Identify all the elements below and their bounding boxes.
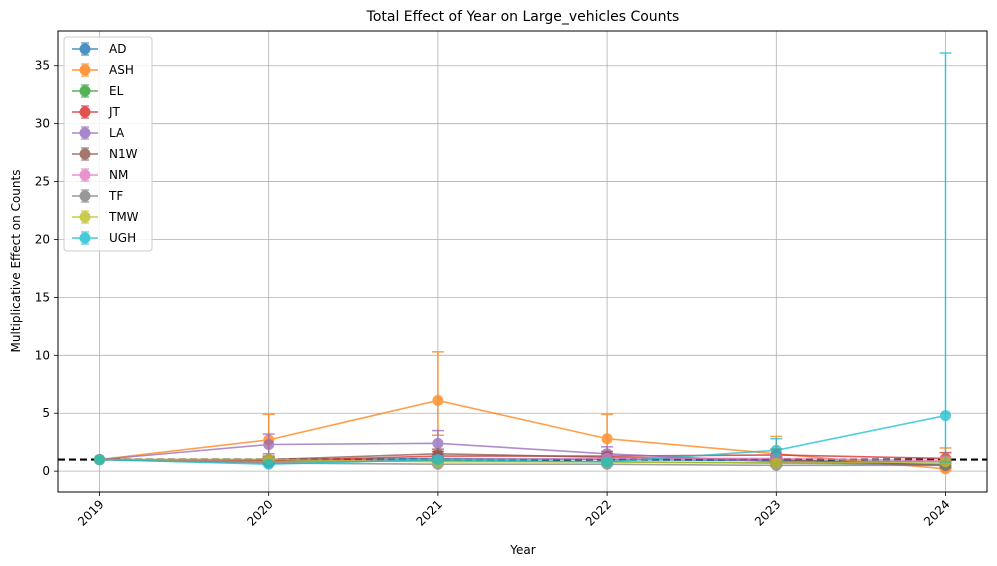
data-point: [940, 410, 951, 422]
y-tick-label: 35: [35, 59, 50, 73]
legend-item: [72, 189, 98, 203]
series-UGH: [94, 52, 952, 470]
legend-marker: [79, 64, 91, 76]
x-tick-label: 2022: [583, 497, 614, 528]
y-tick-label: 25: [35, 175, 50, 189]
y-tick-label: 15: [35, 290, 50, 304]
data-point: [601, 456, 613, 468]
legend-marker: [79, 85, 91, 97]
legend-marker: [79, 127, 91, 139]
legend-label: TMW: [108, 210, 139, 224]
x-tick-label: 2019: [75, 497, 106, 528]
legend-marker: [79, 169, 91, 181]
data-point: [432, 454, 444, 466]
x-axis-label: Year: [509, 543, 535, 557]
legend-marker: [79, 190, 91, 202]
data-point: [432, 437, 444, 449]
legend-label: UGH: [109, 231, 136, 245]
legend-label: N1W: [109, 147, 138, 161]
y-tick-label: 5: [42, 406, 50, 420]
legend-marker: [79, 43, 91, 55]
legend-label: ASH: [109, 63, 134, 77]
series-line: [99, 414, 946, 466]
y-axis-label: Multiplicative Effect on Counts: [9, 170, 23, 353]
x-tick-label: 2020: [244, 497, 275, 528]
data-point: [94, 454, 105, 466]
legend: AD ASH EL JT LA N1W NM TF TMW UGH: [63, 36, 153, 252]
legend-label: NM: [109, 168, 128, 182]
legend-item: [72, 147, 98, 161]
legend-item: [72, 105, 98, 119]
y-tick-label: 10: [35, 348, 50, 362]
legend-label: EL: [109, 84, 124, 98]
series-layer: [94, 52, 952, 475]
legend-label: JT: [108, 105, 121, 119]
legend-item: [72, 126, 98, 140]
legend-item: [72, 63, 98, 77]
x-tick-label: 2021: [414, 497, 445, 528]
data-point: [770, 457, 782, 469]
y-tick-label: 20: [35, 232, 50, 246]
legend-box: [63, 36, 153, 252]
legend-item: [72, 231, 98, 245]
legend-marker: [79, 148, 91, 160]
x-tick-label: 2023: [752, 497, 783, 528]
y-tick-label: 30: [35, 117, 50, 131]
legend-item: [72, 84, 98, 98]
grid: [58, 31, 987, 492]
legend-label: TF: [108, 189, 123, 203]
data-point: [601, 433, 613, 445]
legend-marker: [79, 211, 91, 223]
data-point: [263, 439, 275, 451]
data-point: [770, 444, 782, 456]
legend-item: [72, 168, 98, 182]
series-line: [99, 458, 946, 464]
legend-marker: [79, 106, 91, 118]
legend-item: [72, 210, 98, 224]
y-tick-label: 0: [42, 464, 50, 478]
data-point: [432, 394, 444, 406]
legend-label: AD: [109, 42, 126, 56]
x-tick-label: 2024: [921, 497, 952, 528]
data-point: [263, 458, 275, 470]
plot-frame: [57, 30, 988, 493]
legend-marker: [79, 232, 91, 244]
series-line: [99, 457, 946, 463]
legend-item: [72, 42, 98, 56]
legend-label: LA: [109, 126, 125, 140]
series-line: [99, 458, 946, 467]
chart-title: Total Effect of Year on Large_vehicles C…: [366, 9, 680, 25]
